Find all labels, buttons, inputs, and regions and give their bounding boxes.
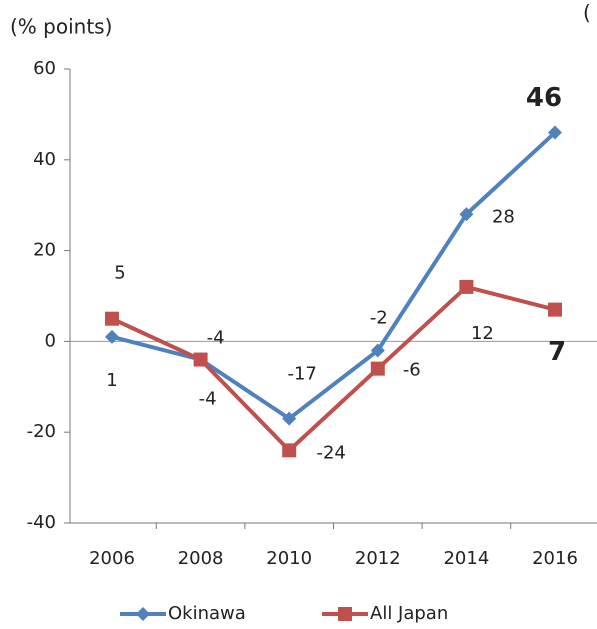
data-label: 7 bbox=[548, 337, 566, 367]
data-label: 5 bbox=[114, 263, 125, 284]
data-label: -17 bbox=[287, 364, 316, 385]
marker bbox=[105, 311, 119, 326]
x-tick-label: 2008 bbox=[178, 548, 224, 569]
series-line bbox=[111, 131, 557, 421]
chart-title: (% points) bbox=[10, 15, 112, 39]
marker bbox=[105, 329, 119, 344]
series-line bbox=[111, 284, 556, 453]
marker bbox=[548, 125, 562, 140]
annotation: ( bbox=[583, 1, 591, 25]
x-tick-label: 2006 bbox=[89, 548, 135, 569]
marker bbox=[459, 279, 474, 294]
legend-label: All Japan bbox=[370, 603, 448, 624]
marker bbox=[370, 361, 385, 376]
x-tick-label: 2010 bbox=[266, 548, 312, 569]
marker bbox=[548, 302, 562, 317]
x-tick-label: 2012 bbox=[355, 548, 401, 569]
legend-marker bbox=[136, 607, 150, 621]
x-tick-label: 2016 bbox=[532, 548, 578, 569]
data-label: 28 bbox=[492, 206, 515, 227]
x-tick-label: 2014 bbox=[443, 548, 489, 569]
data-label: -4 bbox=[207, 328, 225, 349]
data-label: 12 bbox=[471, 323, 494, 344]
y-tick-label: 60 bbox=[33, 58, 56, 79]
data-label: -24 bbox=[316, 442, 345, 463]
legend-marker bbox=[338, 607, 352, 621]
y-tick-label: 40 bbox=[33, 149, 56, 170]
y-tick-label: -20 bbox=[27, 421, 56, 442]
data-label: 46 bbox=[526, 83, 562, 113]
y-tick-label: -40 bbox=[27, 512, 56, 533]
marker bbox=[282, 411, 297, 426]
marker bbox=[193, 352, 208, 367]
marker bbox=[459, 207, 474, 222]
data-label: -2 bbox=[370, 307, 388, 328]
y-tick-label: 20 bbox=[33, 240, 56, 261]
marker bbox=[370, 343, 385, 358]
y-tick-label: 0 bbox=[45, 330, 56, 351]
data-label: -6 bbox=[403, 360, 421, 381]
data-label: -4 bbox=[199, 389, 217, 410]
legend-label: Okinawa bbox=[168, 603, 246, 624]
data-label: 1 bbox=[106, 370, 117, 391]
marker bbox=[282, 443, 297, 458]
